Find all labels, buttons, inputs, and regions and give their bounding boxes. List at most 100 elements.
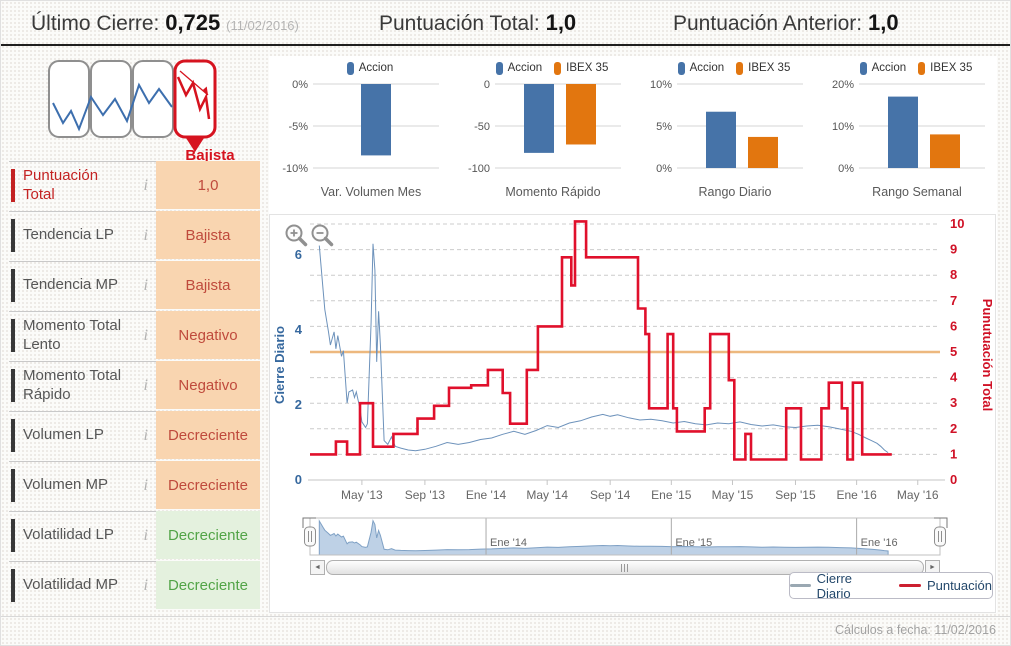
navigator-handle-right[interactable] [934, 526, 946, 547]
info-icon[interactable]: i [143, 526, 148, 544]
main-chart: May '13 Sep '13 Ene '14 May '14 Sep '14 Ene '… [272, 216, 995, 502]
trend-state-button-4[interactable] [173, 59, 217, 139]
indicator-label: Volatilidad LP [23, 526, 114, 544]
legend-item-ibex-35[interactable]: IBEX 35 [918, 61, 972, 75]
info-icon[interactable]: i [143, 226, 148, 244]
indicator-label-cell: Puntuación Total i [9, 161, 156, 209]
mini-chart-plot: 10% 5% 0% [650, 79, 803, 175]
legend-marker-icon [677, 61, 685, 75]
svg-text:May '14: May '14 [526, 488, 568, 502]
navigator-handle-left[interactable] [304, 526, 316, 547]
mini-chart-rango-diario: Accion IBEX 35 10% 5% 0% Rango Diario [633, 58, 815, 199]
indicator-value: Bajista [156, 261, 260, 309]
scroll-right-button[interactable]: ► [925, 560, 940, 575]
legend-item-puntuaci-n[interactable]: Puntuación [898, 578, 992, 593]
legend-item-accion[interactable]: Accion [346, 61, 393, 75]
svg-text:Sep '13: Sep '13 [405, 488, 446, 502]
svg-text:May '15: May '15 [712, 488, 754, 502]
navigator-area [318, 519, 889, 556]
mini-chart-plot: 20% 10% 0% [832, 79, 985, 175]
bar-accion [888, 96, 918, 168]
main-chart-box: May '13 Sep '13 Ene '14 May '14 Sep '14 Ene '… [269, 214, 996, 613]
mini-chart-legend: Accion IBEX 35 [633, 58, 815, 78]
scrollbar[interactable]: ◄ ► [310, 560, 940, 575]
row-accent-bar [11, 319, 15, 352]
trend-selected-label: Bajista [185, 147, 235, 164]
legend-item-accion[interactable]: Accion [677, 61, 725, 75]
indicator-label-cell: Momento Total Lento i [9, 311, 156, 359]
indicator-label-cell: Volumen LP i [9, 411, 156, 459]
svg-text:0: 0 [295, 472, 302, 487]
legend-marker-icon [495, 61, 503, 75]
row-accent-bar [11, 419, 15, 452]
scrollbar-thumb[interactable] [326, 560, 924, 575]
legend-item-accion[interactable]: Accion [495, 61, 543, 75]
row-accent-bar [11, 469, 15, 502]
chart-legend: Cierre Diario Puntuación [789, 571, 993, 601]
indicator-value: 1,0 [156, 161, 260, 209]
svg-text:-10%: -10% [282, 163, 308, 175]
info-icon[interactable]: i [143, 576, 148, 594]
legend-item-ibex-35[interactable]: IBEX 35 [554, 61, 608, 75]
info-icon[interactable]: i [143, 176, 148, 194]
last-close-date: (11/02/2016) [226, 18, 299, 33]
zoom-out-icon[interactable] [311, 224, 334, 247]
indicator-value: Decreciente [156, 411, 260, 459]
total-score-group: Puntuación Total: 1,0 [379, 10, 576, 36]
legend-label: Accion [507, 62, 543, 74]
svg-text:1: 1 [950, 446, 957, 461]
indicator-label-cell: Volumen MP i [9, 461, 156, 509]
indicator-value: Decreciente [156, 461, 260, 509]
last-close-group: Último Cierre: 0,725 (11/02/2016) [31, 10, 299, 36]
svg-text:20%: 20% [832, 79, 854, 91]
zoom-in-icon[interactable] [285, 224, 308, 247]
row-accent-bar [11, 219, 15, 252]
mini-chart-plot: 0 -50 -100 [468, 79, 621, 175]
indicator-row-volumen-mp: Volumen MP i Decreciente [9, 461, 260, 509]
indicator-value: Decreciente [156, 511, 260, 559]
info-icon[interactable]: i [143, 426, 148, 444]
trend-state-button-1[interactable] [48, 60, 90, 138]
bar-ibex-35 [748, 136, 778, 168]
indicator-row-tendencia-lp: Tendencia LP i Bajista [9, 211, 260, 259]
info-icon[interactable]: i [143, 376, 148, 394]
info-icon[interactable]: i [143, 326, 148, 344]
svg-text:0%: 0% [656, 163, 672, 175]
svg-text:Sep '14: Sep '14 [590, 488, 631, 502]
svg-text:Ene '16: Ene '16 [836, 488, 877, 502]
mini-chart-legend: Accion [269, 58, 451, 78]
svg-text:May '13: May '13 [341, 488, 383, 502]
svg-text:0: 0 [484, 79, 490, 91]
indicator-label: Volumen LP [23, 426, 104, 444]
bar-ibex-35 [566, 84, 596, 145]
svg-text:Ene '15: Ene '15 [651, 488, 692, 502]
legend-item-cierre-diario[interactable]: Cierre Diario [790, 571, 885, 601]
legend-item-accion[interactable]: Accion [859, 61, 906, 75]
indicator-value: Decreciente [156, 561, 260, 609]
indicator-label-cell: Volatilidad LP i [9, 511, 156, 559]
info-icon[interactable]: i [143, 276, 148, 294]
bar-accion [706, 111, 736, 168]
total-score-value: 1,0 [545, 10, 577, 35]
header: Último Cierre: 0,725 (11/02/2016) Puntua… [1, 1, 1010, 46]
trend-state-button-2[interactable] [90, 60, 132, 138]
row-accent-bar [11, 169, 15, 202]
navigator[interactable]: Ene '14 Ene '15 Ene '16 [270, 516, 997, 560]
legend-marker-icon [554, 61, 562, 75]
legend-marker-icon [859, 61, 867, 75]
info-icon[interactable]: i [143, 476, 148, 494]
svg-text:5: 5 [950, 344, 957, 359]
svg-text:0%: 0% [292, 79, 308, 91]
mini-chart-title: Momento Rápido [505, 185, 601, 199]
scroll-left-button[interactable]: ◄ [310, 560, 325, 575]
legend-line-icon [898, 584, 921, 587]
svg-text:0%: 0% [838, 163, 854, 175]
legend-label: Accion [689, 62, 725, 74]
mini-chart-rango-semanal: Accion IBEX 35 20% 10% 0% Rango Semanal [815, 58, 997, 199]
previous-score-label: Puntuación Anterior: [673, 12, 863, 35]
legend-item-ibex-35[interactable]: IBEX 35 [736, 61, 790, 75]
indicator-label: Tendencia LP [23, 226, 114, 244]
trend-states-graphic [48, 59, 217, 152]
indicator-label-cell: Momento Total Rápido i [9, 361, 156, 409]
bar-accion [524, 84, 554, 153]
